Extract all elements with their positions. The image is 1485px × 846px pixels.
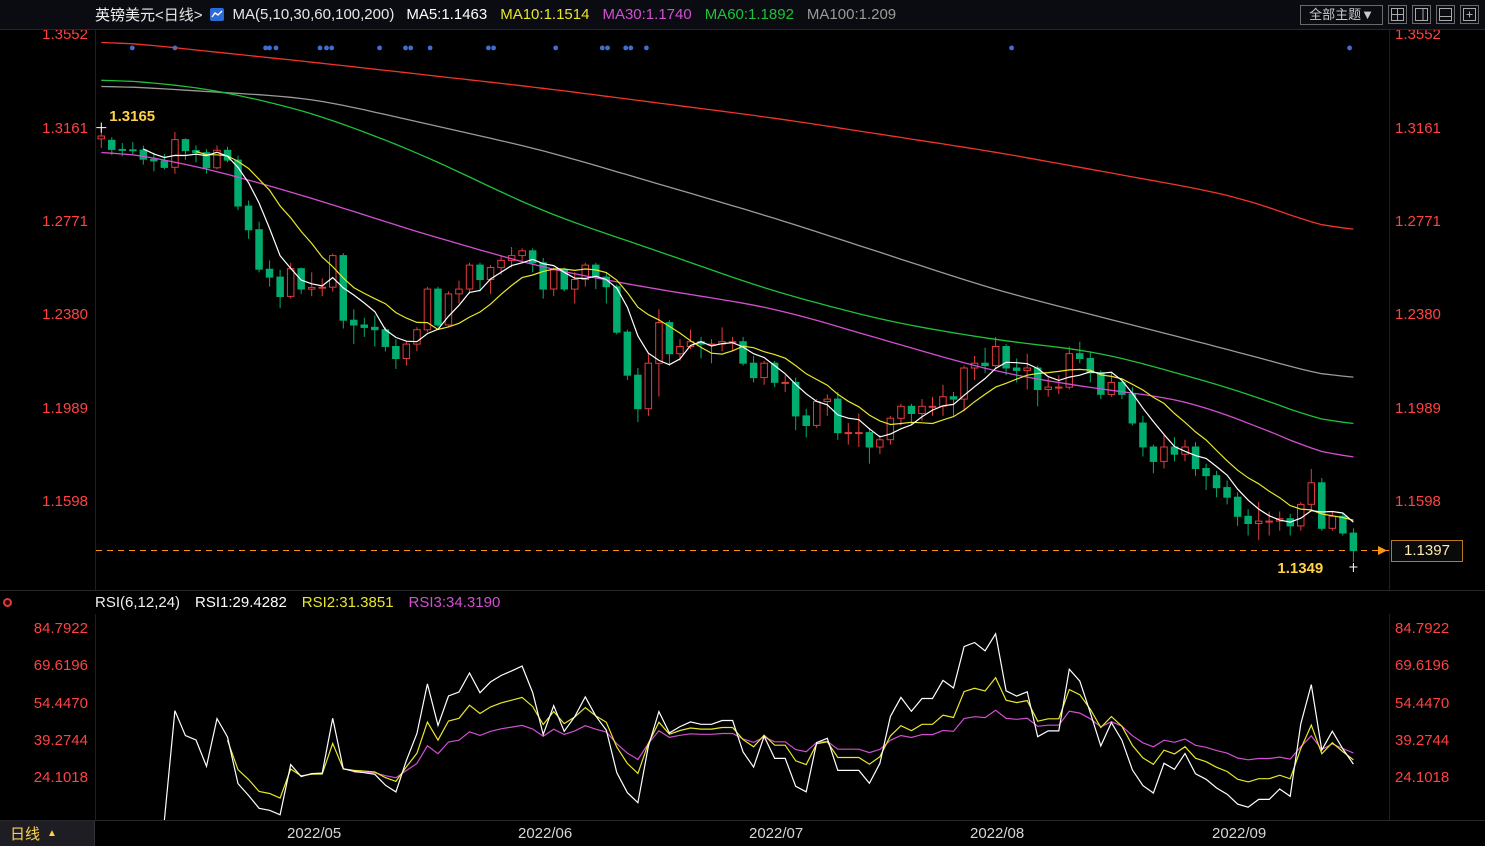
ma-group-label: MA(5,10,30,60,100,200) (232, 6, 395, 23)
y-axis-label: 1.1598 (42, 493, 88, 511)
y-axis-label: 1.3161 (1395, 119, 1441, 137)
y-axis-label: 54.4470 (1395, 694, 1450, 712)
rsi-legend-bar: RSI(6,12,24) RSI1:29.4282 RSI2:31.3851 RSI… (0, 590, 1485, 614)
last-price-line (96, 546, 1391, 555)
last-price-arrow-icon (1378, 546, 1387, 555)
x-axis-label: 2022/08 (970, 825, 1025, 842)
y-axis-label: 39.2744 (33, 731, 88, 749)
x-axis-labels: 2022/05 2022/06 2022/07 2022/08 2022/09 (95, 821, 1485, 846)
y-axis-label: 69.6196 (1395, 657, 1450, 675)
period-low-label: 1.1349 (1277, 560, 1324, 577)
y-axis-label: 1.3552 (1395, 26, 1441, 44)
y-axis-label: 1.3552 (42, 26, 88, 44)
y-axis-label: 24.1018 (1395, 768, 1450, 786)
y-axis-label: 39.2744 (1395, 731, 1450, 749)
y-axis-label: 84.7922 (33, 620, 88, 638)
rsi1-line (163, 632, 1354, 820)
x-axis-label: 2022/09 (1212, 825, 1267, 842)
period-selector[interactable]: 日线 ▲ (0, 821, 95, 846)
ma-legend-item: MA60:1.1892 (704, 6, 794, 23)
theme-selector-button[interactable]: 全部主题▼ (1300, 4, 1383, 25)
rsi2-line (226, 676, 1354, 799)
y-axis-label: 1.3161 (42, 119, 88, 137)
y-axis-label: 1.1598 (1395, 493, 1441, 511)
main-left-axis: 1.3552 1.3161 1.2771 1.2380 1.1989 1.1598 (0, 26, 95, 590)
period-low-marker (1349, 563, 1358, 572)
up-triangle-icon: ▲ (47, 828, 57, 839)
ma60-line (101, 79, 1354, 425)
ma-legend: MA5:1.1463 MA10:1.1514 MA30:1.1740 MA60:1.1… (406, 6, 909, 23)
x-axis-label: 2022/06 (518, 825, 573, 842)
main-chart-area (95, 30, 1391, 590)
ma30-line (101, 151, 1354, 458)
main-price-chart[interactable] (96, 30, 1391, 590)
rsi-legend: RSI1:29.4282 RSI2:31.3851 RSI3:34.3190 (195, 594, 515, 611)
header-controls: 全部主题▼ (1300, 4, 1485, 25)
panel-resize-handle[interactable] (3, 598, 12, 607)
ma-legend-item: MA30:1.1740 (602, 6, 692, 23)
last-price-tag: 1.1397 (1391, 539, 1463, 562)
rsi-legend-item: RSI2:31.3851 (301, 594, 394, 611)
y-axis-label: 24.1018 (33, 768, 88, 786)
ma5-line (143, 148, 1354, 523)
period-tag: <日线> (155, 7, 203, 24)
rsi-legend-item: RSI1:29.4282 (195, 594, 287, 611)
y-axis-label: 1.2380 (42, 306, 88, 324)
symbol-title: 英镑美元 (95, 7, 156, 24)
rsi-left-axis: 84.7922 69.6196 54.4470 39.2744 24.1018 (0, 614, 95, 820)
y-axis-label: 69.6196 (33, 657, 88, 675)
y-axis-label: 1.2380 (1395, 306, 1441, 324)
ma-legend-item: MA100:1.209 (806, 6, 897, 23)
period-selector-label: 日线 (10, 826, 41, 843)
chart-header: 英镑美元 <日线> MA(5,10,30,60,100,200) MA5:1.1… (0, 0, 1485, 30)
rsi-chart[interactable] (96, 614, 1391, 820)
layout-grid-icon[interactable] (1388, 5, 1407, 24)
news-event-dots (129, 45, 1352, 51)
layout-two-column-icon[interactable] (1412, 5, 1431, 24)
rsi-right-axis: 84.7922 69.6196 54.4470 39.2744 24.1018 (1390, 614, 1485, 820)
y-axis-label: 1.1989 (42, 399, 88, 417)
layout-bottom-panel-icon[interactable] (1436, 5, 1455, 24)
y-axis-label: 1.2771 (42, 212, 88, 230)
ma-legend-item: MA5:1.1463 (406, 6, 488, 23)
x-axis-label: 2022/07 (749, 825, 804, 842)
candlestick-series (97, 127, 1358, 562)
period-high-label: 1.3165 (109, 107, 156, 125)
y-axis-label: 84.7922 (1395, 620, 1450, 638)
rsi-chart-area (95, 614, 1390, 820)
bottom-bar: 日线 ▲ 2022/05 2022/06 2022/07 2022/08 2022/09 (0, 820, 1485, 846)
chart-style-icon[interactable] (209, 8, 224, 21)
ma-legend-item: MA10:1.1514 (500, 6, 590, 23)
ma100-line (101, 85, 1354, 378)
y-axis-label: 54.4470 (33, 694, 88, 712)
rsi-title: RSI(6,12,24) (95, 594, 181, 611)
x-axis-label: 2022/05 (287, 825, 342, 842)
y-axis-label: 1.1989 (1395, 399, 1441, 417)
main-right-axis: 1.3552 1.3161 1.2771 1.2380 1.1989 1.1598 (1390, 26, 1485, 590)
y-axis-label: 1.2771 (1395, 212, 1441, 230)
ma200-line (101, 41, 1354, 230)
add-panel-icon[interactable] (1460, 5, 1479, 24)
ma10-line (195, 150, 1354, 521)
period-high-marker (96, 122, 107, 133)
rsi3-line (353, 709, 1354, 779)
rsi-legend-item: RSI3:34.3190 (408, 594, 501, 611)
